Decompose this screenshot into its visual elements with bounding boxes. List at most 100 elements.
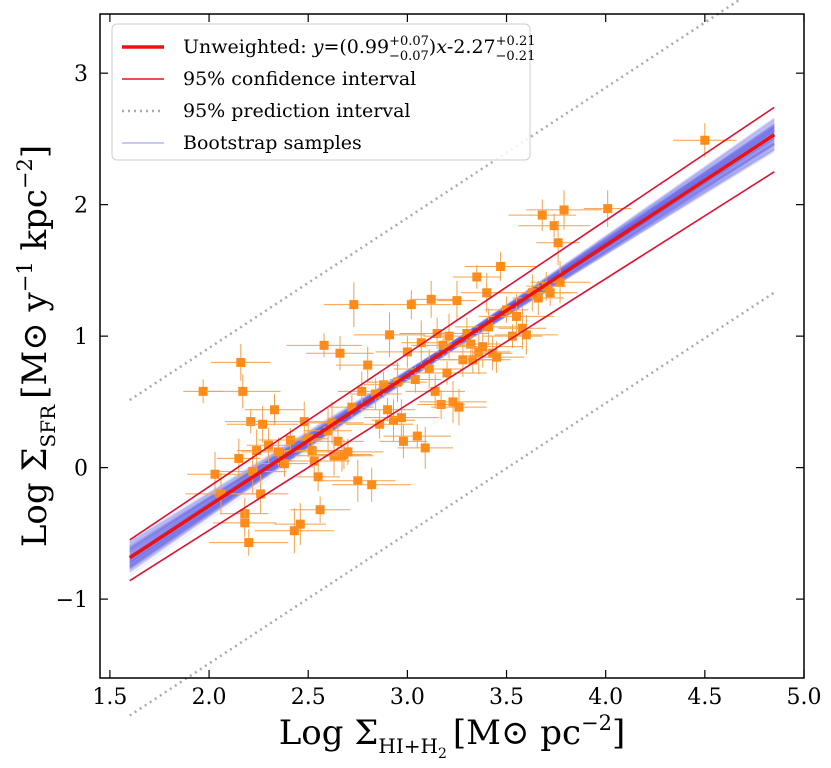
data-point [452,265,501,289]
legend-box [111,23,531,161]
data-point [278,445,350,477]
point-marker [484,322,494,332]
bootstrap-sample-line [129,117,775,568]
data-point [371,399,416,442]
point-marker [438,340,448,350]
data-point [304,408,352,454]
point-marker [307,446,317,456]
point-marker [371,389,381,399]
point-marker [299,417,309,427]
bootstrap-sample-line [129,140,775,547]
point-marker [327,418,337,428]
x-tick-label: 1.5 [92,685,127,710]
legend: Unweighted: y=(0.99+0.07 −0.07)x-2.27+0.2… [111,23,536,161]
legend-fit-eq1: =(0.99 [323,36,389,58]
data-point [332,467,412,502]
point-marker [273,447,283,457]
point-marker [198,386,208,396]
bootstrap-sample-line [129,123,775,577]
bootstrap-sample-line [129,127,775,558]
point-marker [555,277,565,287]
x-tick-label: 3.0 [390,685,425,710]
data-point [375,336,440,368]
point-marker [402,347,412,357]
point-marker [270,405,280,415]
bootstrap-sample-line [129,144,775,553]
point-marker [295,519,305,529]
x-label-unit-sup: −2 [581,711,612,735]
data-point [508,199,576,231]
data-point [383,424,452,448]
point-marker [436,400,446,410]
bootstrap-sample-line [129,130,775,557]
prediction-interval-lines [129,0,775,717]
data-point [401,320,442,366]
x-tick-label: 2.0 [192,685,227,710]
data-point [232,474,289,514]
bootstrap-sample-line [129,118,775,569]
point-marker [367,480,377,490]
bootstrap-sample-line [129,119,775,567]
point-marker [444,331,454,341]
x-label-main: Log Σ [279,713,379,753]
data-point [300,401,364,444]
data-point [371,290,452,320]
legend-fit-eq3-sup: +0.21 [496,34,536,49]
bootstrap-sample-line [129,139,775,561]
fit-line-path [128,133,776,560]
bootstrap-sample-line [129,140,775,546]
fit-line [128,133,776,560]
point-marker [549,221,559,231]
data-point [419,380,487,423]
point-marker [406,300,416,310]
point-marker [375,419,385,429]
bootstrap-sample-line [129,144,775,554]
prediction-upper-line [129,0,742,402]
x-label-unit-end: ] [612,713,625,753]
legend-fit-eq2: ) [429,36,436,58]
y-label-mid: kpc [15,189,55,261]
data-point [254,508,335,554]
y-tick-label: 0 [74,457,88,482]
point-marker [468,355,478,365]
point-marker [238,386,248,396]
bootstrap-sample-line [129,143,775,544]
y-tick-label: 1 [74,325,88,350]
point-marker [507,331,517,341]
y-label-end: ] [15,145,55,158]
bootstrap-sample-line [129,141,775,545]
point-marker [426,294,436,304]
point-marker [545,288,555,298]
point-marker [379,380,389,390]
point-marker [430,386,440,396]
legend-fit-eq3: -2.27 [447,36,496,58]
point-marker [466,339,476,349]
data-point [349,378,402,410]
point-marker [323,426,333,436]
data-point [405,374,465,409]
data-point [437,280,477,321]
data-point [397,426,453,469]
point-marker [363,360,373,370]
x-label-sub2: 2 [438,746,447,762]
data-point [393,349,465,389]
y-tick-label: 3 [74,62,88,87]
data-point [447,329,511,375]
point-marker [700,135,710,145]
x-tick-label: 3.5 [489,685,524,710]
x-tick-label: 4.0 [588,685,623,710]
legend-fit-x: x [436,36,447,58]
prediction-lower-line [129,291,775,717]
plot-frame [99,13,805,679]
point-marker [313,472,323,482]
bootstrap-sample-line [129,127,775,570]
point-marker [246,417,256,427]
y-label-unit: [M⊙ y [15,291,55,398]
data-point [187,451,243,497]
point-marker [452,296,462,306]
point-marker [333,436,343,446]
data-point [478,294,555,339]
point-marker [240,518,250,528]
point-marker [537,210,547,220]
point-marker [319,340,329,350]
